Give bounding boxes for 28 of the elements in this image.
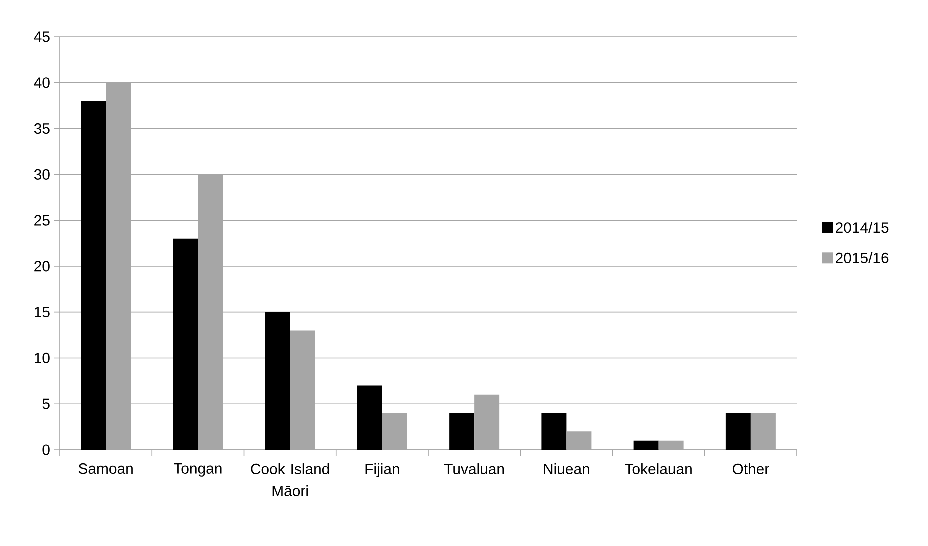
y-tick-label: 10 [35, 352, 50, 364]
y-tick-label: 30 [34, 169, 50, 180]
x-tick-label: Tuvaluan [444, 464, 504, 474]
x-tick-label: Cook Island Māori [251, 464, 330, 496]
y-tick-label: 20 [34, 261, 50, 272]
bar [265, 312, 290, 450]
x-tick-label: Samoan [78, 464, 133, 474]
y-tick-label: 40 [34, 78, 50, 88]
x-tick-label: Niuean [544, 464, 590, 474]
x-tick-label: Fijian [366, 464, 400, 478]
y-tick-label: 0 [42, 444, 50, 456]
bar [81, 101, 106, 450]
y-tick-label: 45 [34, 32, 50, 42]
y-tick-label: 5 [42, 398, 50, 410]
bar [542, 413, 567, 450]
y-tick-label: 15 [35, 307, 50, 318]
x-tick-label: Other [732, 464, 770, 474]
x-tick-label: Tokelauan [625, 464, 692, 474]
y-tick-label: 25 [34, 215, 50, 226]
bar [726, 413, 751, 450]
bar [173, 238, 198, 450]
y-tick-label: 35 [34, 123, 50, 134]
legend-label: 2014/15 [836, 222, 889, 234]
legend-label: 2015/16 [836, 252, 889, 264]
x-tick-label: Tongan [174, 464, 222, 477]
bar [450, 413, 475, 450]
bar [634, 440, 659, 450]
bar [357, 386, 382, 450]
